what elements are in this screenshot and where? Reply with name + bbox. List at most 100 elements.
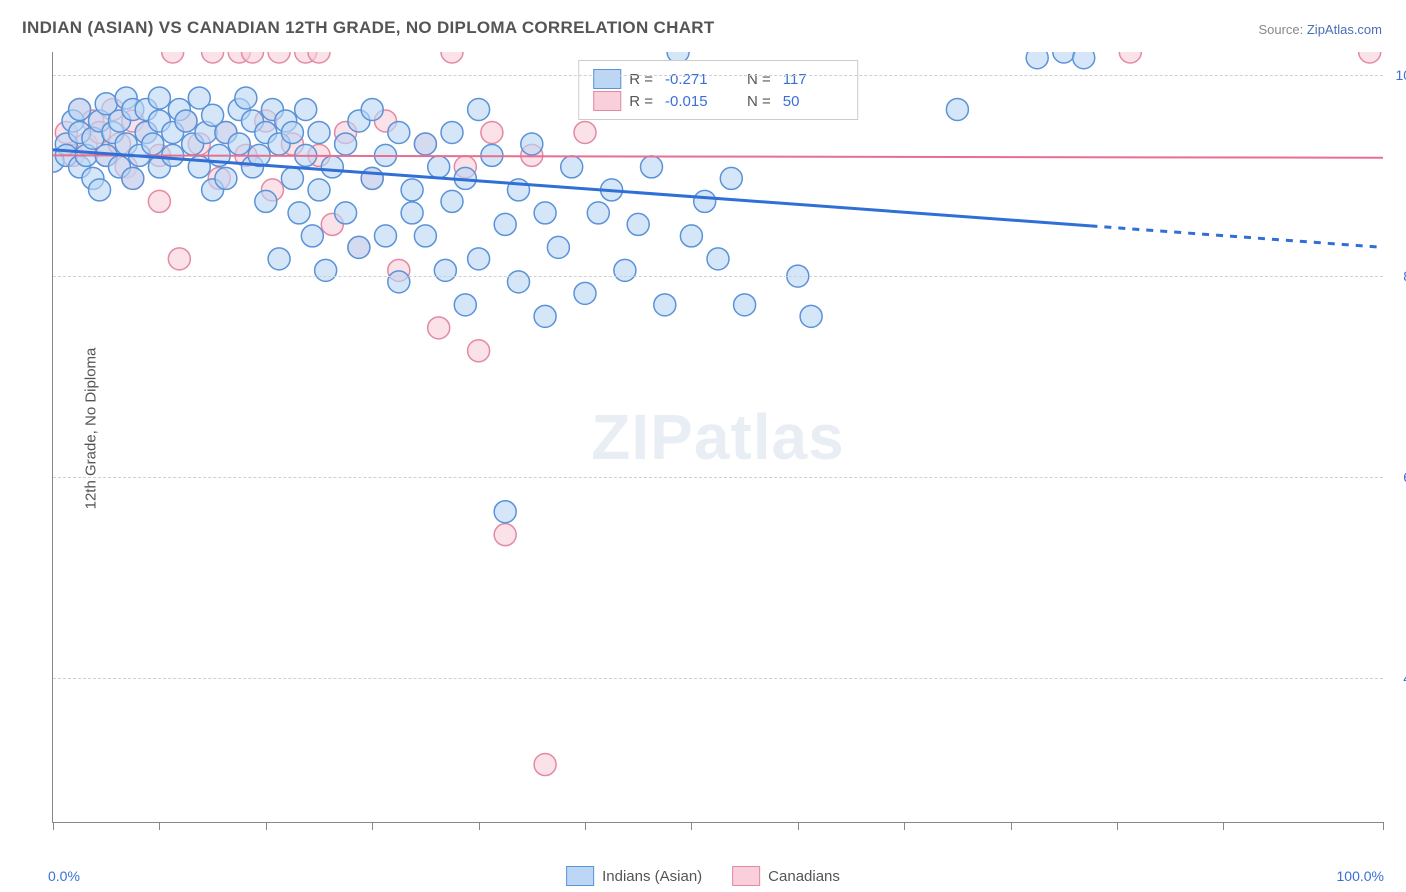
trend-line-dashed xyxy=(1090,226,1383,247)
data-point xyxy=(388,121,410,143)
legend-r-prefix: R = xyxy=(629,93,653,110)
data-point xyxy=(148,190,170,212)
data-point xyxy=(694,190,716,212)
data-point xyxy=(268,248,290,270)
data-point xyxy=(800,305,822,327)
data-point xyxy=(308,179,330,201)
gridline xyxy=(53,477,1383,478)
data-point xyxy=(388,271,410,293)
data-point xyxy=(315,259,337,281)
data-point xyxy=(281,121,303,143)
data-point xyxy=(295,98,317,120)
data-point xyxy=(627,213,649,235)
source-value: ZipAtlas.com xyxy=(1307,22,1382,37)
data-point xyxy=(468,98,490,120)
bottom-legend-canadian: Canadians xyxy=(732,866,840,886)
data-point xyxy=(335,202,357,224)
data-point xyxy=(441,121,463,143)
data-point xyxy=(215,167,237,189)
data-point xyxy=(534,202,556,224)
data-point xyxy=(348,236,370,258)
x-tick xyxy=(691,822,692,830)
data-point xyxy=(574,121,596,143)
bottom-legend: Indians (Asian) Canadians xyxy=(566,866,840,886)
chart-svg xyxy=(53,52,1383,822)
source-label: Source: ZipAtlas.com xyxy=(1258,22,1382,37)
x-axis-min-label: 0.0% xyxy=(48,868,80,884)
data-point xyxy=(401,179,423,201)
gridline xyxy=(53,678,1383,679)
bottom-swatch-canadian xyxy=(732,866,760,886)
data-point xyxy=(534,305,556,327)
chart-title: INDIAN (ASIAN) VS CANADIAN 12TH GRADE, N… xyxy=(22,18,715,38)
data-point xyxy=(641,156,663,178)
legend-n-prefix: N = xyxy=(747,93,771,110)
y-tick-label: 65.0% xyxy=(1388,469,1406,485)
data-point xyxy=(122,167,144,189)
data-point xyxy=(361,98,383,120)
x-tick xyxy=(159,822,160,830)
bottom-legend-indian: Indians (Asian) xyxy=(566,866,702,886)
legend-n-prefix: N = xyxy=(747,71,771,88)
data-point xyxy=(494,501,516,523)
data-point xyxy=(228,133,250,155)
data-point xyxy=(1119,52,1141,63)
data-point xyxy=(614,259,636,281)
data-point xyxy=(434,259,456,281)
x-tick xyxy=(1117,822,1118,830)
data-point xyxy=(361,167,383,189)
y-tick-label: 100.0% xyxy=(1388,67,1406,83)
data-point xyxy=(148,87,170,109)
data-point xyxy=(414,133,436,155)
data-point xyxy=(494,524,516,546)
data-point xyxy=(1359,52,1381,63)
x-tick xyxy=(372,822,373,830)
x-tick xyxy=(1383,822,1384,830)
data-point xyxy=(1026,52,1048,69)
chart-plot-area: R = -0.271 N = 117 R = -0.015 N = 50 ZIP… xyxy=(52,52,1383,823)
legend-r-prefix: R = xyxy=(629,71,653,88)
data-point xyxy=(468,340,490,362)
data-point xyxy=(308,121,330,143)
data-point xyxy=(235,87,257,109)
data-point xyxy=(454,294,476,316)
y-tick-label: 82.5% xyxy=(1388,268,1406,284)
legend-swatch-canadian xyxy=(593,91,621,111)
legend-swatch-indian xyxy=(593,69,621,89)
x-tick xyxy=(53,822,54,830)
data-point xyxy=(142,133,164,155)
legend-n-indian: 117 xyxy=(783,71,843,88)
data-point xyxy=(428,156,450,178)
data-point xyxy=(288,202,310,224)
y-tick-label: 47.5% xyxy=(1388,670,1406,686)
data-point xyxy=(89,179,111,201)
legend-r-canadian: -0.015 xyxy=(665,93,725,110)
data-point xyxy=(375,225,397,247)
bottom-label-indian: Indians (Asian) xyxy=(602,868,702,885)
gridline xyxy=(53,276,1383,277)
x-tick xyxy=(904,822,905,830)
data-point xyxy=(401,202,423,224)
data-point xyxy=(534,754,556,776)
data-point xyxy=(680,225,702,247)
data-point xyxy=(547,236,569,258)
data-point xyxy=(321,156,343,178)
data-point xyxy=(414,225,436,247)
legend-row-canadian: R = -0.015 N = 50 xyxy=(593,91,843,111)
data-point xyxy=(734,294,756,316)
x-tick xyxy=(585,822,586,830)
data-point xyxy=(654,294,676,316)
data-point xyxy=(168,248,190,270)
source-prefix: Source: xyxy=(1258,22,1306,37)
data-point xyxy=(301,225,323,247)
data-point xyxy=(268,52,290,63)
data-point xyxy=(428,317,450,339)
legend-r-indian: -0.271 xyxy=(665,71,725,88)
data-point xyxy=(202,52,224,63)
data-point xyxy=(441,52,463,63)
data-point xyxy=(1073,52,1095,69)
gridline xyxy=(53,75,1383,76)
x-tick xyxy=(798,822,799,830)
x-tick xyxy=(1223,822,1224,830)
data-point xyxy=(69,98,91,120)
